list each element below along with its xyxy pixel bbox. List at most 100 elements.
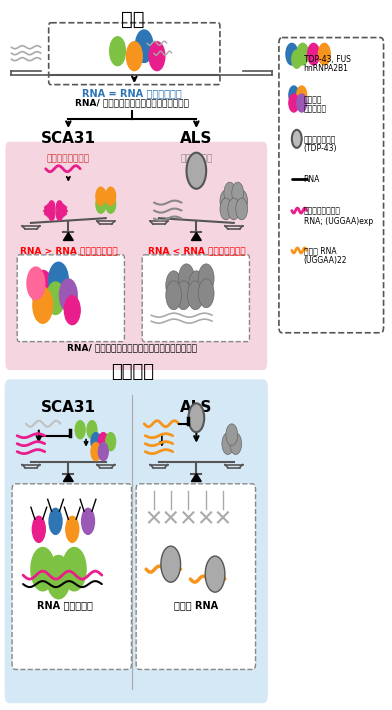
Polygon shape: [64, 232, 73, 241]
Circle shape: [179, 264, 194, 293]
Circle shape: [198, 264, 214, 293]
Circle shape: [166, 271, 181, 300]
Text: リピート異常伸長: リピート異常伸長: [47, 154, 90, 163]
Text: ALS: ALS: [180, 400, 212, 415]
Text: RNA: RNA: [304, 175, 320, 184]
Circle shape: [56, 201, 62, 212]
Text: SCA31: SCA31: [41, 400, 96, 415]
Text: SCA31: SCA31: [41, 131, 96, 146]
Circle shape: [189, 271, 204, 300]
Circle shape: [60, 279, 77, 312]
Circle shape: [289, 94, 299, 112]
Circle shape: [166, 280, 181, 310]
Circle shape: [91, 432, 101, 451]
Text: 治療用 RNA: 治療用 RNA: [174, 600, 218, 610]
Circle shape: [308, 43, 319, 65]
Circle shape: [49, 201, 54, 212]
Circle shape: [75, 421, 85, 439]
Circle shape: [297, 94, 307, 112]
Text: 異常伸長リピート: 異常伸長リピート: [304, 207, 341, 216]
Circle shape: [228, 190, 240, 212]
Circle shape: [236, 198, 247, 220]
Circle shape: [222, 433, 234, 454]
FancyBboxPatch shape: [49, 23, 220, 84]
Circle shape: [187, 153, 206, 189]
Circle shape: [91, 442, 101, 461]
Polygon shape: [191, 474, 201, 481]
Text: 正常: 正常: [121, 10, 144, 29]
Circle shape: [106, 432, 116, 451]
Text: RNA = RNA 結合タンパク: RNA = RNA 結合タンパク: [82, 88, 182, 98]
Text: hnRNPA2B1: hnRNPA2B1: [304, 64, 348, 73]
Circle shape: [49, 209, 54, 220]
Text: 変異タンパク質: 変異タンパク質: [304, 135, 336, 144]
Circle shape: [60, 205, 66, 216]
Circle shape: [318, 43, 330, 65]
FancyBboxPatch shape: [142, 255, 249, 342]
FancyBboxPatch shape: [5, 142, 267, 370]
Text: アミノ酸変異: アミノ酸変異: [180, 154, 212, 163]
Text: タンパク質: タンパク質: [304, 104, 327, 113]
Circle shape: [80, 507, 96, 536]
FancyBboxPatch shape: [279, 38, 383, 333]
Circle shape: [45, 205, 51, 216]
Text: (UGGAA)22: (UGGAA)22: [304, 256, 347, 266]
Circle shape: [176, 280, 191, 310]
Circle shape: [64, 515, 80, 544]
Circle shape: [98, 442, 108, 461]
FancyBboxPatch shape: [136, 484, 256, 670]
Text: RNA/ タンパク質品質管理機構のバランスの破綻: RNA/ タンパク質品質管理機構のバランスの破綻: [67, 344, 197, 353]
Circle shape: [189, 403, 204, 432]
Circle shape: [56, 209, 62, 220]
Circle shape: [135, 30, 153, 62]
Text: RNA < RNA 結合タンパク質: RNA < RNA 結合タンパク質: [147, 246, 245, 255]
FancyBboxPatch shape: [12, 484, 131, 670]
Circle shape: [33, 287, 53, 323]
Circle shape: [106, 187, 116, 205]
Text: (TDP-43): (TDP-43): [304, 144, 337, 153]
Circle shape: [47, 555, 70, 599]
Circle shape: [187, 280, 203, 310]
Circle shape: [297, 86, 307, 104]
Text: RNA; (UGGAA)exp: RNA; (UGGAA)exp: [304, 217, 373, 226]
Circle shape: [236, 190, 247, 212]
Circle shape: [292, 50, 302, 68]
Text: RNA シャペロン: RNA シャペロン: [38, 600, 93, 610]
Circle shape: [87, 421, 97, 439]
Circle shape: [289, 86, 299, 104]
Circle shape: [106, 195, 116, 213]
Text: ALS: ALS: [180, 131, 212, 146]
Polygon shape: [191, 232, 201, 241]
Circle shape: [205, 556, 225, 592]
Circle shape: [64, 296, 80, 324]
Circle shape: [228, 198, 240, 220]
Text: その他の: その他の: [304, 95, 322, 104]
Circle shape: [232, 182, 243, 204]
Circle shape: [226, 424, 238, 445]
Text: 治療標的: 治療標的: [111, 363, 154, 381]
Polygon shape: [64, 474, 73, 481]
Circle shape: [161, 546, 181, 582]
Circle shape: [32, 271, 54, 310]
Text: TDP-43, FUS: TDP-43, FUS: [304, 55, 350, 64]
Circle shape: [149, 42, 165, 70]
Text: RNA/ タンパク質品質管理機構のバランス: RNA/ タンパク質品質管理機構のバランス: [75, 99, 189, 107]
Text: 治療用 RNA: 治療用 RNA: [304, 246, 336, 256]
Circle shape: [31, 515, 47, 544]
Circle shape: [110, 37, 125, 65]
Circle shape: [127, 42, 142, 70]
FancyBboxPatch shape: [17, 255, 124, 342]
Circle shape: [98, 432, 108, 451]
Circle shape: [292, 130, 302, 148]
Circle shape: [220, 198, 232, 220]
Circle shape: [220, 190, 232, 212]
Circle shape: [224, 182, 236, 204]
Circle shape: [286, 43, 298, 65]
Circle shape: [47, 282, 64, 315]
Circle shape: [230, 433, 241, 454]
Circle shape: [297, 43, 309, 65]
Circle shape: [198, 279, 214, 307]
Circle shape: [96, 187, 106, 205]
Circle shape: [96, 195, 106, 213]
Text: RNA > RNA 結合タンパク質: RNA > RNA 結合タンパク質: [20, 246, 117, 255]
